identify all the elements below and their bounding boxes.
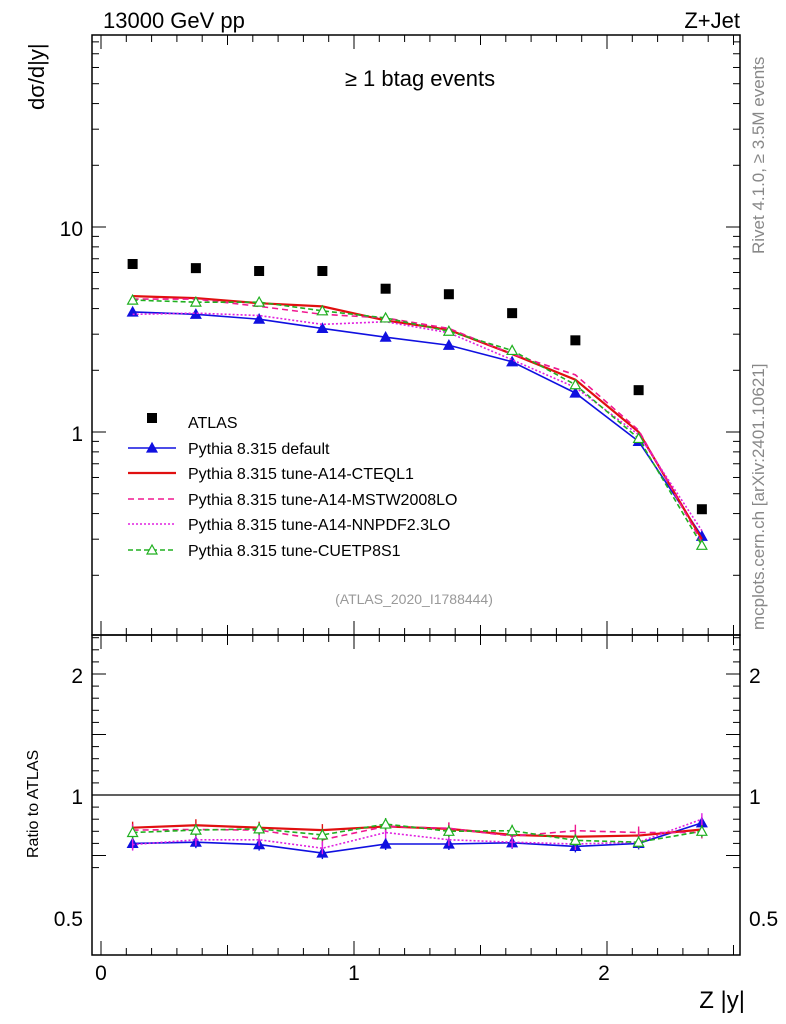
mcplots-label: mcplots.cern.ch [arXiv:2401.10621]: [749, 364, 768, 630]
mc-marker-series-4: [442, 325, 455, 336]
ratio-marker-series-4: [442, 825, 455, 836]
mc-marker-series-0: [569, 386, 582, 398]
ratio-marker-series-4: [569, 834, 582, 845]
atlas-data-point: [570, 335, 581, 346]
atlas-data-point: [190, 263, 201, 274]
atlas-data-point: [127, 258, 138, 269]
ratio-tick-label-2-right: 2: [749, 665, 761, 688]
ratio-marker-series-4: [316, 828, 329, 840]
rivet-version-label: Rivet 4.1.0, ≥ 3.5M events: [749, 57, 768, 254]
mc-marker-series-4: [253, 295, 266, 307]
legend-symbol-atlas: [147, 413, 157, 423]
mc-marker-series-0: [379, 330, 392, 342]
atlas-data-point: [507, 308, 518, 319]
mc-marker-series-4: [126, 293, 139, 305]
mc-marker-series-4: [506, 344, 519, 356]
mc-marker-series-4: [632, 432, 645, 444]
mc-marker-series-4: [189, 295, 202, 307]
ratio-tick-label-2: 2: [71, 665, 83, 688]
mc-marker-series-4: [316, 304, 329, 316]
ratio-tick-label-1-right: 1: [749, 786, 761, 809]
legend-label-cuetp8s1: Pythia 8.315 tune-CUETP8S1: [188, 543, 401, 560]
ratio-marker-series-4: [632, 835, 645, 847]
mc-marker-series-0: [126, 305, 139, 317]
mc-curve-series-1: [132, 295, 703, 540]
mc-curve-series-0: [132, 311, 703, 537]
ratio-tick-label-0-5-right: 0.5: [749, 908, 778, 931]
ratio-marker-series-4: [189, 823, 202, 835]
selection-title: ≥ 1 btag events: [345, 66, 495, 91]
legend-label-cteql1: Pythia 8.315 tune-A14-CTEQL1: [188, 466, 414, 483]
atlas-data-point: [633, 385, 644, 396]
mc-marker-series-0: [316, 322, 329, 334]
ratio-tick-label-1: 1: [71, 786, 83, 809]
mc-curve-series-3: [132, 312, 703, 532]
legend-marker-series-0: [145, 441, 159, 453]
mc-marker-series-4: [379, 311, 392, 323]
atlas-data-point: [317, 266, 328, 277]
energy-label: 13000 GeV pp: [103, 8, 245, 33]
atlas-data-point: [696, 504, 707, 515]
atlas-data-point: [254, 266, 265, 277]
legend-label-mstw2008lo: Pythia 8.315 tune-A14-MSTW2008LO: [188, 492, 457, 509]
process-label: Z+Jet: [684, 8, 740, 33]
ratio-marker-series-4: [695, 825, 708, 836]
atlas-data-point: [380, 283, 391, 294]
x-tick-label-0: 0: [95, 962, 107, 985]
legend-label-nnpdf23lo: Pythia 8.315 tune-A14-NNPDF2.3LO: [188, 517, 450, 534]
mc-marker-series-4: [569, 378, 582, 390]
x-axis-title: Z |y|: [699, 987, 745, 1014]
x-tick-label-2: 2: [598, 962, 610, 985]
mc-curve-series-4: [132, 299, 703, 546]
ratio-curve-series-1: [132, 824, 702, 838]
ratio-tick-label-0-5: 0.5: [54, 908, 83, 931]
ratio-curve-series-3: [132, 818, 703, 850]
ratio-marker-series-0: [379, 837, 392, 849]
ratio-axis-title: Ratio to ATLAS: [25, 750, 42, 858]
y-tick-label-10: 10: [60, 218, 83, 241]
ratio-marker-series-4: [506, 824, 519, 836]
ratio-marker-series-4: [126, 826, 139, 838]
mc-curve-series-2: [132, 298, 703, 543]
analysis-id-label: (ATLAS_2020_I1788444): [335, 591, 493, 607]
x-tick-label-1: 1: [348, 962, 360, 985]
atlas-data-point: [443, 289, 454, 300]
ratio-curve-series-0: [132, 822, 703, 854]
mc-marker-series-0: [253, 312, 266, 324]
y-tick-label-1: 1: [71, 423, 83, 446]
ratio-marker-series-4: [253, 822, 266, 834]
ratio-curve-series-2: [132, 825, 702, 841]
mc-marker-series-4: [695, 539, 708, 550]
ratio-curve-series-4: [132, 823, 703, 843]
legend-label-atlas: ATLAS: [188, 415, 238, 432]
ratio-marker-series-4: [379, 817, 392, 829]
mc-marker-series-0: [442, 338, 455, 350]
y-axis-title: dσ/d|y|: [24, 43, 49, 110]
legend-marker-series-4: [145, 543, 159, 555]
legend-label-default: Pythia 8.315 default: [188, 441, 330, 458]
